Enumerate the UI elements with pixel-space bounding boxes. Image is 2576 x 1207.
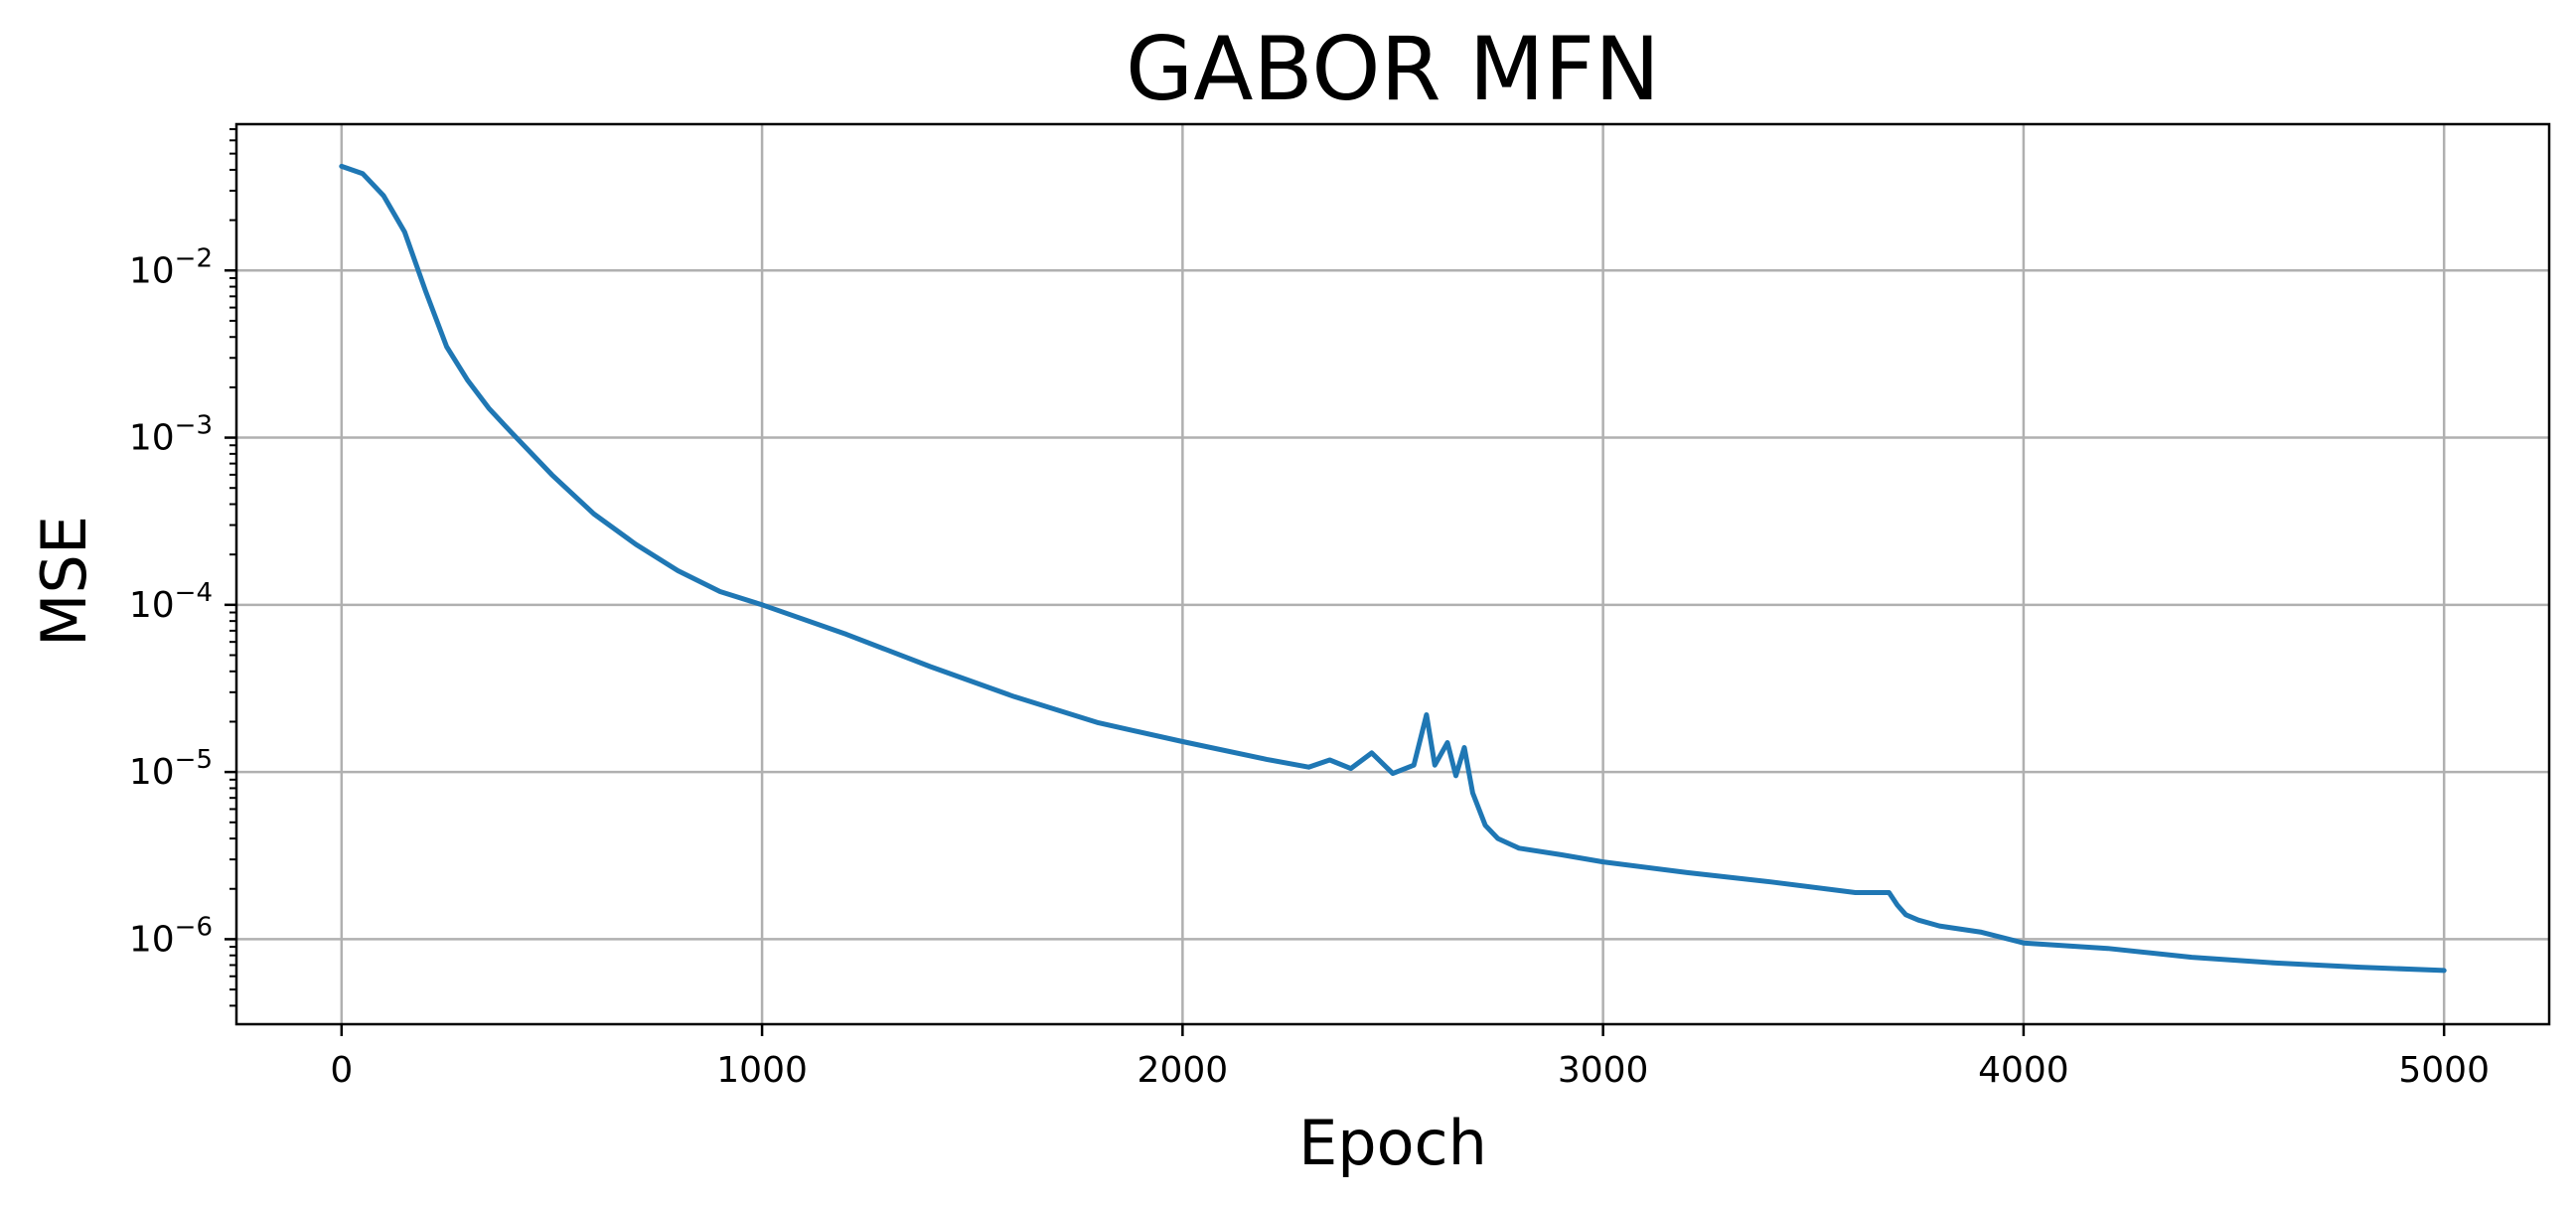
x-tick-label: 0	[330, 1050, 353, 1091]
x-tick-label: 5000	[2398, 1050, 2490, 1091]
series-layer	[339, 163, 2447, 974]
x-tick-label: 2000	[1137, 1050, 1229, 1091]
x-ticks: 0 1000 2000 3000 4000 5000	[330, 1024, 2490, 1091]
y-ticks: 10−6 10−5 10−4 10−3 10−2	[129, 243, 236, 960]
mse-series-line	[339, 163, 2447, 974]
x-tick-label: 3000	[1558, 1050, 1649, 1091]
y-tick-label: 10−3	[129, 411, 213, 459]
x-tick-label: 1000	[716, 1050, 808, 1091]
grid	[236, 124, 2549, 1024]
x-axis-label: Epoch	[1298, 1107, 1487, 1179]
y-axis-label: MSE	[28, 516, 100, 647]
chart-title: GABOR MFN	[1126, 18, 1660, 120]
y-tick-label: 10−4	[129, 578, 213, 626]
y-tick-label: 10−6	[129, 912, 213, 960]
x-tick-label: 4000	[1978, 1050, 2069, 1091]
plot-frame	[234, 122, 2551, 1026]
y-tick-label: 10−5	[129, 745, 213, 793]
y-tick-label: 10−2	[129, 243, 213, 291]
